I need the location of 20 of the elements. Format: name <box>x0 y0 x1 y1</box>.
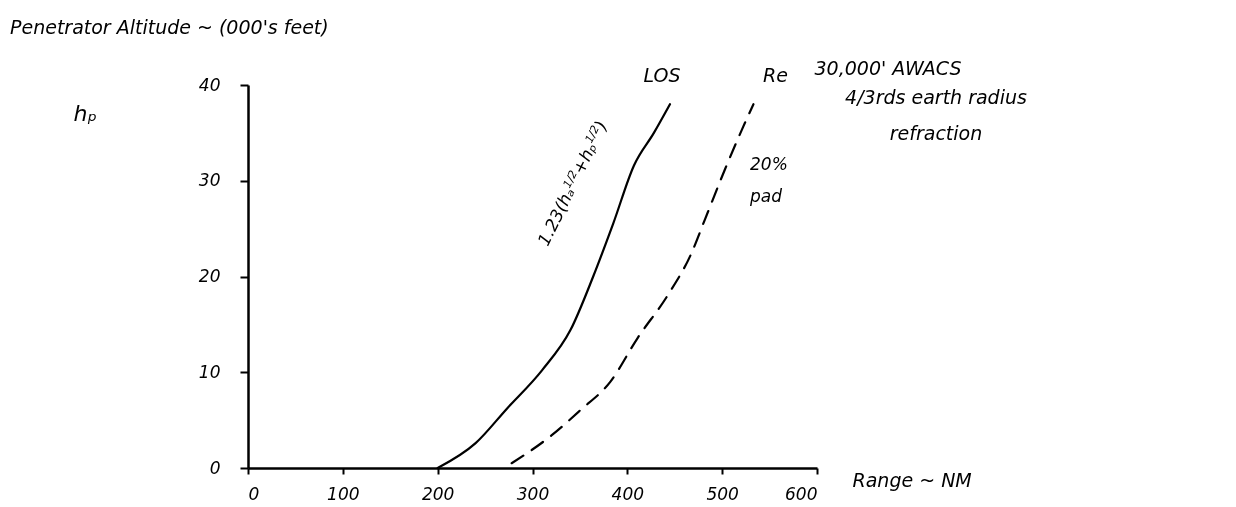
chart-title: Penetrator Altitude ~ (000's feet) <box>10 16 329 38</box>
annotation: 20% pad <box>749 154 788 207</box>
y-tick-label: 30 <box>198 170 221 191</box>
series-label: Re <box>763 64 788 87</box>
x-tick-label: 300 <box>516 483 550 504</box>
x-tick-label: 400 <box>611 483 645 504</box>
x-tick-label: 200 <box>421 483 455 504</box>
x-tick-label: 500 <box>706 483 739 504</box>
text: 30,000' AWACS <box>814 57 962 79</box>
x-tick-label: 600 <box>785 483 818 504</box>
y-tick-label: 0 <box>209 457 221 478</box>
y-tick-label: 20 <box>198 266 221 286</box>
y-tick-label: 40 <box>198 74 221 95</box>
text: 4/3rds earth radius refraction <box>845 86 1027 145</box>
x-tick-label: 0 <box>248 483 260 504</box>
y-axis-title: hₚ <box>73 100 97 126</box>
x-axis-title: Range ~ NM <box>852 468 972 491</box>
y-tick-label: 10 <box>198 361 221 382</box>
x-tick-label: 100 <box>327 483 360 504</box>
series-label: LOS <box>643 64 681 87</box>
